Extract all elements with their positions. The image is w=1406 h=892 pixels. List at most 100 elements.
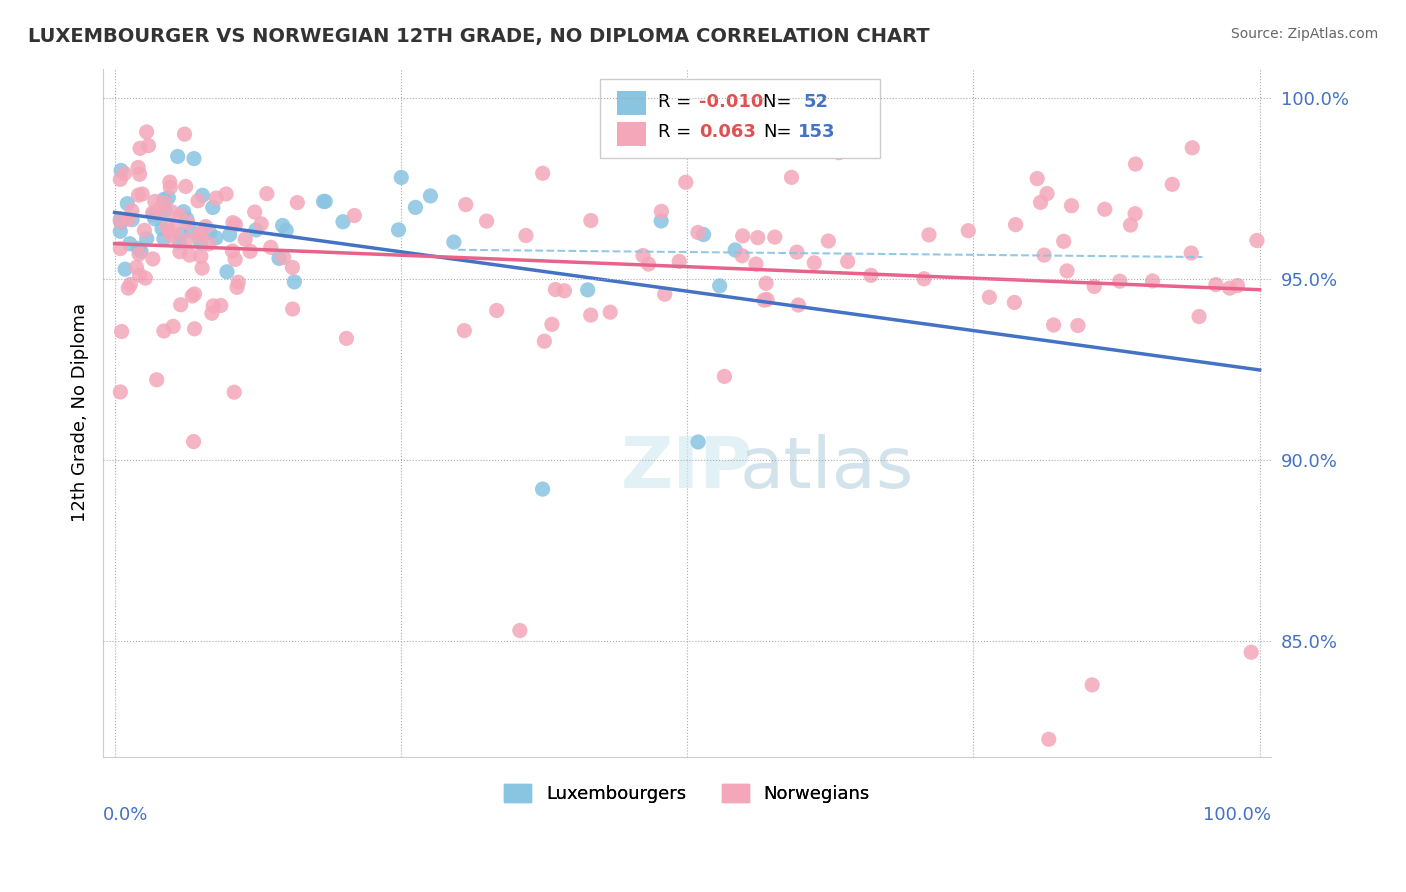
Point: [475, 214, 498, 228]
Point: [786, 245, 808, 260]
Point: [179, 248, 201, 262]
Point: [314, 194, 336, 209]
Point: [260, 240, 283, 254]
Point: [281, 260, 304, 275]
Point: [404, 201, 426, 215]
Point: [1053, 235, 1076, 249]
Point: [135, 231, 157, 245]
Point: [142, 208, 165, 222]
Point: [127, 161, 149, 175]
Point: [183, 322, 205, 336]
Point: [650, 214, 672, 228]
Point: [138, 138, 160, 153]
Point: [162, 319, 184, 334]
Point: [285, 195, 308, 210]
Point: [1004, 218, 1026, 232]
Point: [110, 242, 132, 256]
Point: [173, 204, 195, 219]
Point: [173, 127, 195, 141]
Point: [419, 189, 441, 203]
Point: [180, 225, 202, 239]
Point: [215, 186, 238, 201]
FancyBboxPatch shape: [617, 121, 647, 145]
Point: [143, 194, 166, 209]
Text: 153: 153: [799, 123, 835, 141]
Point: [1026, 171, 1049, 186]
Point: [1067, 318, 1090, 333]
Point: [724, 243, 747, 257]
Point: [1161, 178, 1184, 192]
Point: [194, 219, 217, 234]
Point: [780, 170, 803, 185]
Point: [509, 624, 531, 638]
Point: [160, 205, 183, 219]
Point: [117, 281, 139, 295]
Legend: Luxembourgers, Norwegians: Luxembourgers, Norwegians: [498, 777, 877, 810]
Point: [763, 230, 786, 244]
Point: [129, 244, 152, 259]
Point: [159, 180, 181, 194]
Point: [174, 179, 197, 194]
Point: [176, 211, 198, 226]
Point: [143, 211, 166, 226]
Point: [169, 227, 191, 242]
Point: [531, 166, 554, 180]
Point: [335, 331, 357, 345]
Point: [1081, 678, 1104, 692]
Point: [283, 275, 305, 289]
Point: [531, 482, 554, 496]
Point: [128, 188, 150, 202]
Point: [127, 241, 149, 255]
Point: [128, 167, 150, 181]
FancyBboxPatch shape: [599, 78, 880, 158]
Text: N=: N=: [763, 123, 792, 141]
Point: [131, 187, 153, 202]
Point: [110, 384, 132, 399]
Point: [686, 226, 709, 240]
Point: [187, 229, 209, 244]
Point: [145, 373, 167, 387]
Point: [752, 293, 775, 307]
Point: [553, 284, 575, 298]
Y-axis label: 12th Grade, No Diploma: 12th Grade, No Diploma: [72, 303, 89, 523]
Point: [111, 325, 134, 339]
Point: [156, 219, 179, 234]
Point: [150, 222, 173, 236]
Point: [747, 230, 769, 244]
Point: [118, 236, 141, 251]
Text: N=: N=: [763, 93, 797, 111]
Point: [176, 233, 198, 247]
Point: [201, 201, 224, 215]
Text: ZIP: ZIP: [621, 434, 754, 502]
Point: [271, 219, 294, 233]
Point: [1083, 279, 1105, 293]
Point: [389, 170, 412, 185]
Point: [128, 247, 150, 261]
Point: [233, 232, 256, 246]
Point: [183, 152, 205, 166]
Point: [1033, 248, 1056, 262]
Point: [176, 216, 198, 230]
Point: [1060, 199, 1083, 213]
Point: [159, 175, 181, 189]
Point: [134, 223, 156, 237]
Point: [153, 324, 176, 338]
Point: [1219, 281, 1241, 295]
Point: [1181, 141, 1204, 155]
Point: [731, 228, 754, 243]
Point: [276, 223, 298, 237]
Point: [153, 195, 176, 210]
Text: 100.0%: 100.0%: [1204, 805, 1271, 823]
Point: [1205, 277, 1227, 292]
Point: [1226, 278, 1249, 293]
Point: [579, 308, 602, 322]
Point: [110, 163, 132, 178]
Point: [191, 261, 214, 276]
Point: [256, 186, 278, 201]
Point: [1029, 195, 1052, 210]
Point: [224, 385, 246, 400]
Point: [221, 244, 243, 258]
Point: [1180, 246, 1202, 260]
Text: 52: 52: [804, 93, 830, 111]
Point: [755, 277, 778, 291]
